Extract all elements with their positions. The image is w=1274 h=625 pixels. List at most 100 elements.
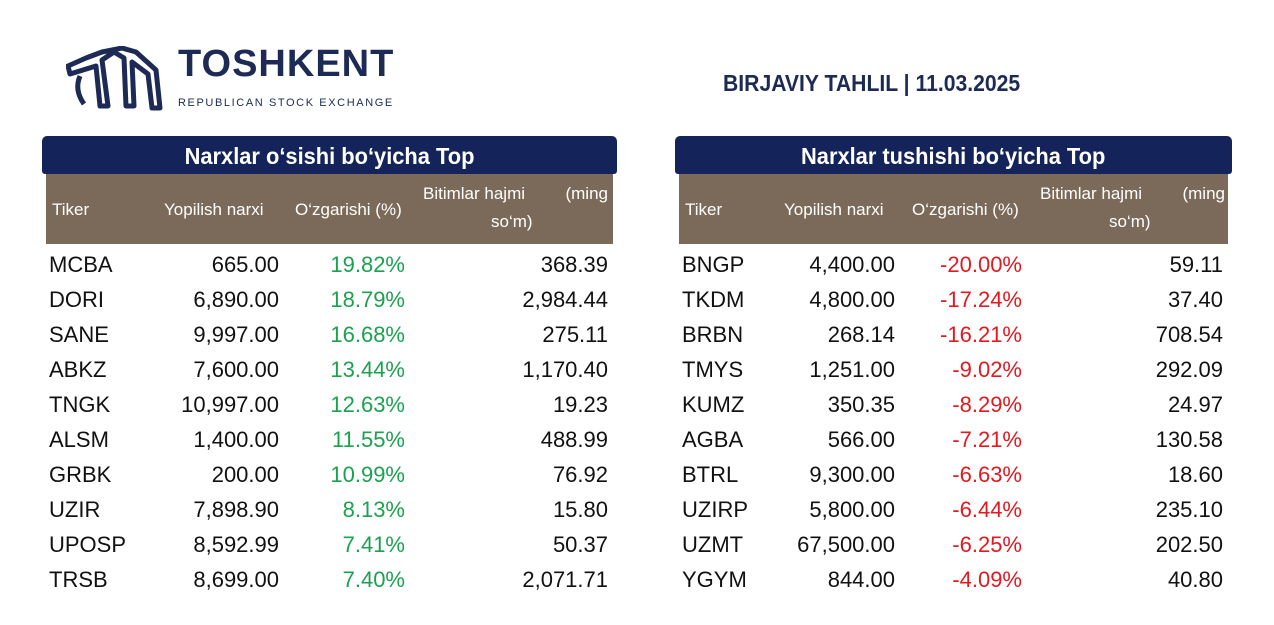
table-row: UZIR 7,898.90 8.13% 15.80 bbox=[42, 492, 617, 527]
ticker-cell: BRBN bbox=[682, 322, 744, 347]
ticker-cell: ABKZ bbox=[49, 357, 107, 382]
change-cell: -16.21% bbox=[940, 322, 1022, 347]
volume-cell: 1,170.40 bbox=[522, 357, 608, 382]
table-row: GRBK 200.00 10.99% 76.92 bbox=[42, 457, 617, 492]
column-close-price: Yopilish narxi bbox=[784, 200, 884, 219]
ticker-cell: TKDM bbox=[682, 287, 745, 312]
change-cell: -17.24% bbox=[940, 287, 1022, 312]
column-change: O‘zgarishi (%) bbox=[912, 200, 1019, 219]
close-price-cell: 4,800.00 bbox=[809, 287, 895, 312]
column-change: O‘zgarishi (%) bbox=[295, 200, 402, 219]
column-ticker: Tiker bbox=[685, 200, 723, 219]
volume-cell: 292.09 bbox=[1155, 357, 1223, 382]
change-cell: -6.63% bbox=[952, 462, 1022, 487]
change-cell: 7.41% bbox=[342, 532, 405, 557]
change-cell: -7.21% bbox=[952, 427, 1022, 452]
volume-cell: 202.50 bbox=[1155, 532, 1223, 557]
table-row: BRBN 268.14 -16.21% 708.54 bbox=[675, 317, 1232, 352]
table-row: BNGP 4,400.00 -20.00% 59.11 bbox=[675, 247, 1232, 282]
change-cell: 19.82% bbox=[330, 252, 405, 277]
ticker-cell: BNGP bbox=[682, 252, 745, 277]
table-row: BTRL 9,300.00 -6.63% 18.60 bbox=[675, 457, 1232, 492]
column-volume-unit: so‘m) bbox=[1109, 212, 1151, 231]
table-row: TMYS 1,251.00 -9.02% 292.09 bbox=[675, 352, 1232, 387]
volume-cell: 24.97 bbox=[1167, 392, 1223, 417]
ticker-cell: DORI bbox=[49, 287, 104, 312]
table-row: AGBA 566.00 -7.21% 130.58 bbox=[675, 422, 1232, 457]
ticker-cell: YGYM bbox=[682, 567, 747, 592]
losers-panel: Narxlar tushishi bo‘yicha Top Tiker Yopi… bbox=[675, 136, 1232, 597]
losers-title: Narxlar tushishi bo‘yicha Top bbox=[675, 136, 1232, 174]
close-price-cell: 1,251.00 bbox=[809, 357, 895, 382]
volume-cell: 19.23 bbox=[552, 392, 608, 417]
table-row: UPOSP 8,592.99 7.41% 50.37 bbox=[42, 527, 617, 562]
volume-cell: 76.92 bbox=[552, 462, 608, 487]
volume-cell: 50.37 bbox=[552, 532, 608, 557]
ticker-cell: GRBK bbox=[49, 462, 112, 487]
volume-cell: 708.54 bbox=[1155, 322, 1223, 347]
ticker-cell: UPOSP bbox=[49, 532, 127, 557]
volume-cell: 40.80 bbox=[1167, 567, 1223, 592]
close-price-cell: 200.00 bbox=[211, 462, 279, 487]
table-row: DORI 6,890.00 18.79% 2,984.44 bbox=[42, 282, 617, 317]
close-price-cell: 5,800.00 bbox=[809, 497, 895, 522]
ticker-cell: BTRL bbox=[682, 462, 739, 487]
volume-cell: 15.80 bbox=[552, 497, 608, 522]
exchange-logo: TOSHKENT REPUBLICAN STOCK EXCHANGE bbox=[66, 44, 406, 114]
change-cell: -4.09% bbox=[952, 567, 1022, 592]
change-cell: 12.63% bbox=[330, 392, 405, 417]
column-close-price: Yopilish narxi bbox=[164, 200, 264, 219]
close-price-cell: 665.00 bbox=[211, 252, 279, 277]
logo-wordmark: TOSHKENT bbox=[178, 43, 395, 85]
close-price-cell: 7,898.90 bbox=[193, 497, 279, 522]
losers-table-header: Tiker Yopilish narxi O‘zgarishi (%) Biti… bbox=[679, 174, 1228, 244]
report-title: BIRJAVIY TAHLIL | 11.03.2025 bbox=[723, 70, 1021, 96]
ticker-cell: UZIRP bbox=[682, 497, 748, 522]
close-price-cell: 844.00 bbox=[827, 567, 895, 592]
volume-cell: 59.11 bbox=[1169, 252, 1223, 277]
table-row: ALSM 1,400.00 11.55% 488.99 bbox=[42, 422, 617, 457]
change-cell: -6.25% bbox=[952, 532, 1022, 557]
change-cell: 7.40% bbox=[342, 567, 405, 592]
table-row: UZIRP 5,800.00 -6.44% 235.10 bbox=[675, 492, 1232, 527]
close-price-cell: 1,400.00 bbox=[193, 427, 279, 452]
volume-cell: 2,984.44 bbox=[522, 287, 608, 312]
gainers-table-body: MCBA 665.00 19.82% 368.39 DORI 6,890.00 18.79%… bbox=[42, 247, 617, 597]
table-row: TNGK 10,997.00 12.63% 19.23 bbox=[42, 387, 617, 422]
change-cell: -6.44% bbox=[952, 497, 1022, 522]
change-cell: 18.79% bbox=[330, 287, 405, 312]
table-row: YGYM 844.00 -4.09% 40.80 bbox=[675, 562, 1232, 597]
column-volume-unit: so‘m) bbox=[491, 212, 533, 231]
gainers-title: Narxlar o‘sishi bo‘yicha Top bbox=[42, 136, 617, 174]
change-cell: 16.68% bbox=[330, 322, 405, 347]
volume-cell: 37.40 bbox=[1167, 287, 1223, 312]
change-cell: -8.29% bbox=[952, 392, 1022, 417]
ticker-cell: AGBA bbox=[682, 427, 744, 452]
toshkent-logo-icon bbox=[66, 46, 163, 111]
close-price-cell: 67,500.00 bbox=[797, 532, 895, 557]
table-row: ABKZ 7,600.00 13.44% 1,170.40 bbox=[42, 352, 617, 387]
ticker-cell: UZMT bbox=[682, 532, 744, 557]
ticker-cell: KUMZ bbox=[682, 392, 745, 417]
ticker-cell: TNGK bbox=[49, 392, 111, 417]
volume-cell: 18.60 bbox=[1167, 462, 1223, 487]
close-price-cell: 350.35 bbox=[827, 392, 895, 417]
column-ticker: Tiker bbox=[52, 200, 90, 219]
gainers-table-header: Tiker Yopilish narxi O‘zgarishi (%) Biti… bbox=[46, 174, 613, 244]
ticker-cell: TMYS bbox=[682, 357, 744, 382]
change-cell: -20.00% bbox=[940, 252, 1022, 277]
ticker-cell: TRSB bbox=[49, 567, 108, 592]
close-price-cell: 268.14 bbox=[827, 322, 895, 347]
close-price-cell: 10,997.00 bbox=[181, 392, 279, 417]
close-price-cell: 9,300.00 bbox=[809, 462, 895, 487]
volume-cell: 2,071.71 bbox=[522, 567, 608, 592]
volume-cell: 488.99 bbox=[540, 427, 608, 452]
volume-cell: 275.11 bbox=[542, 322, 608, 347]
ticker-cell: ALSM bbox=[49, 427, 109, 452]
table-row: TKDM 4,800.00 -17.24% 37.40 bbox=[675, 282, 1232, 317]
volume-cell: 368.39 bbox=[540, 252, 608, 277]
close-price-cell: 7,600.00 bbox=[193, 357, 279, 382]
close-price-cell: 566.00 bbox=[827, 427, 895, 452]
change-cell: 8.13% bbox=[342, 497, 405, 522]
column-volume: Bitimlar hajmi (ming bbox=[1040, 184, 1225, 203]
